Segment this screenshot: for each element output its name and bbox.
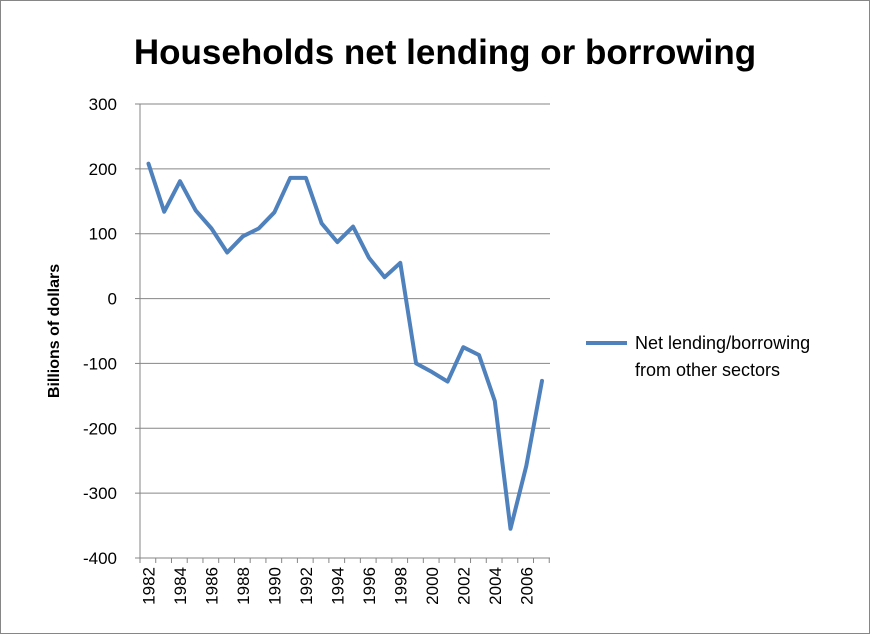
- series-line: [149, 164, 543, 529]
- y-tick-label: 300: [89, 95, 117, 114]
- y-axis-title: Billions of dollars: [46, 264, 63, 398]
- x-tick-label: 1998: [391, 567, 410, 605]
- x-tick-label: 2004: [486, 567, 505, 605]
- gridlines: [140, 104, 550, 493]
- x-tick-label: 1986: [202, 567, 221, 605]
- x-tick-label: 1988: [234, 567, 253, 605]
- y-tick-label: 200: [89, 160, 117, 179]
- x-tick-label: 1990: [265, 567, 284, 605]
- y-tick-label: 100: [89, 225, 117, 244]
- x-tick-label: 1996: [360, 567, 379, 605]
- x-tick-label: 2000: [423, 567, 442, 605]
- x-tick-label: 1992: [297, 567, 316, 605]
- y-tick-label: 0: [108, 290, 117, 309]
- legend: Net lending/borrowing from other sectors: [586, 333, 810, 380]
- chart-title: Households net lending or borrowing: [134, 33, 756, 72]
- x-tick-label: 1994: [328, 567, 347, 605]
- y-tick-label: -400: [83, 549, 117, 568]
- legend-label: from other sectors: [635, 360, 780, 380]
- x-tick-label: 2006: [517, 567, 536, 605]
- y-tick-labels: 300 200 100 0 -100 -200 -300 -400: [83, 95, 117, 568]
- x-tick-label: 2002: [454, 567, 473, 605]
- axes: [135, 104, 550, 563]
- series-lines: [149, 164, 543, 529]
- x-tick-label: 1984: [171, 567, 190, 605]
- legend-label: Net lending/borrowing: [635, 333, 810, 353]
- y-tick-label: -300: [83, 484, 117, 503]
- x-tick-label: 1982: [140, 567, 159, 605]
- y-tick-label: -200: [83, 419, 117, 438]
- x-tick-labels: 1982 1984 1986 1988 1990 1992 1994 1996 1998 2000…: [140, 567, 537, 605]
- y-tick-label: -100: [83, 354, 117, 373]
